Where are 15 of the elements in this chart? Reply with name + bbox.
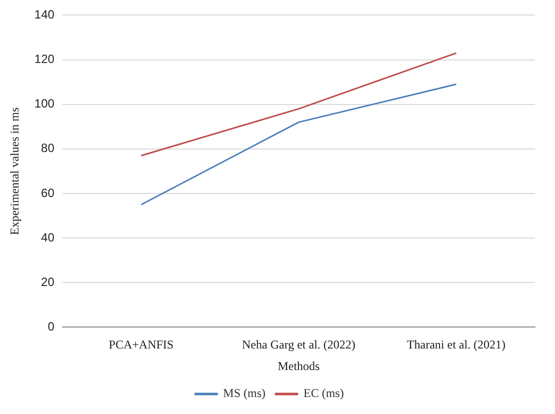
y-tick-label: 40 xyxy=(41,230,55,244)
x-tick-label: Tharani et al. (2021) xyxy=(406,338,506,352)
y-axis-title: Experimental values in ms xyxy=(7,107,22,236)
x-axis-title: Methods xyxy=(278,358,320,373)
y-tick-label: 100 xyxy=(34,96,55,111)
y-tick-label: 60 xyxy=(41,186,55,200)
legend-label: MS (ms) xyxy=(223,386,266,400)
x-tick-label: PCA+ANFIS xyxy=(108,338,174,352)
y-tick-label: 0 xyxy=(48,320,55,334)
y-tick-label: 140 xyxy=(34,8,55,22)
y-tick-label: 80 xyxy=(41,141,55,156)
y-tick-label: 20 xyxy=(41,274,55,289)
x-tick-label: Neha Garg et al. (2022) xyxy=(242,338,356,352)
legend-label: EC (ms) xyxy=(304,386,344,400)
y-tick-label: 120 xyxy=(34,52,55,66)
